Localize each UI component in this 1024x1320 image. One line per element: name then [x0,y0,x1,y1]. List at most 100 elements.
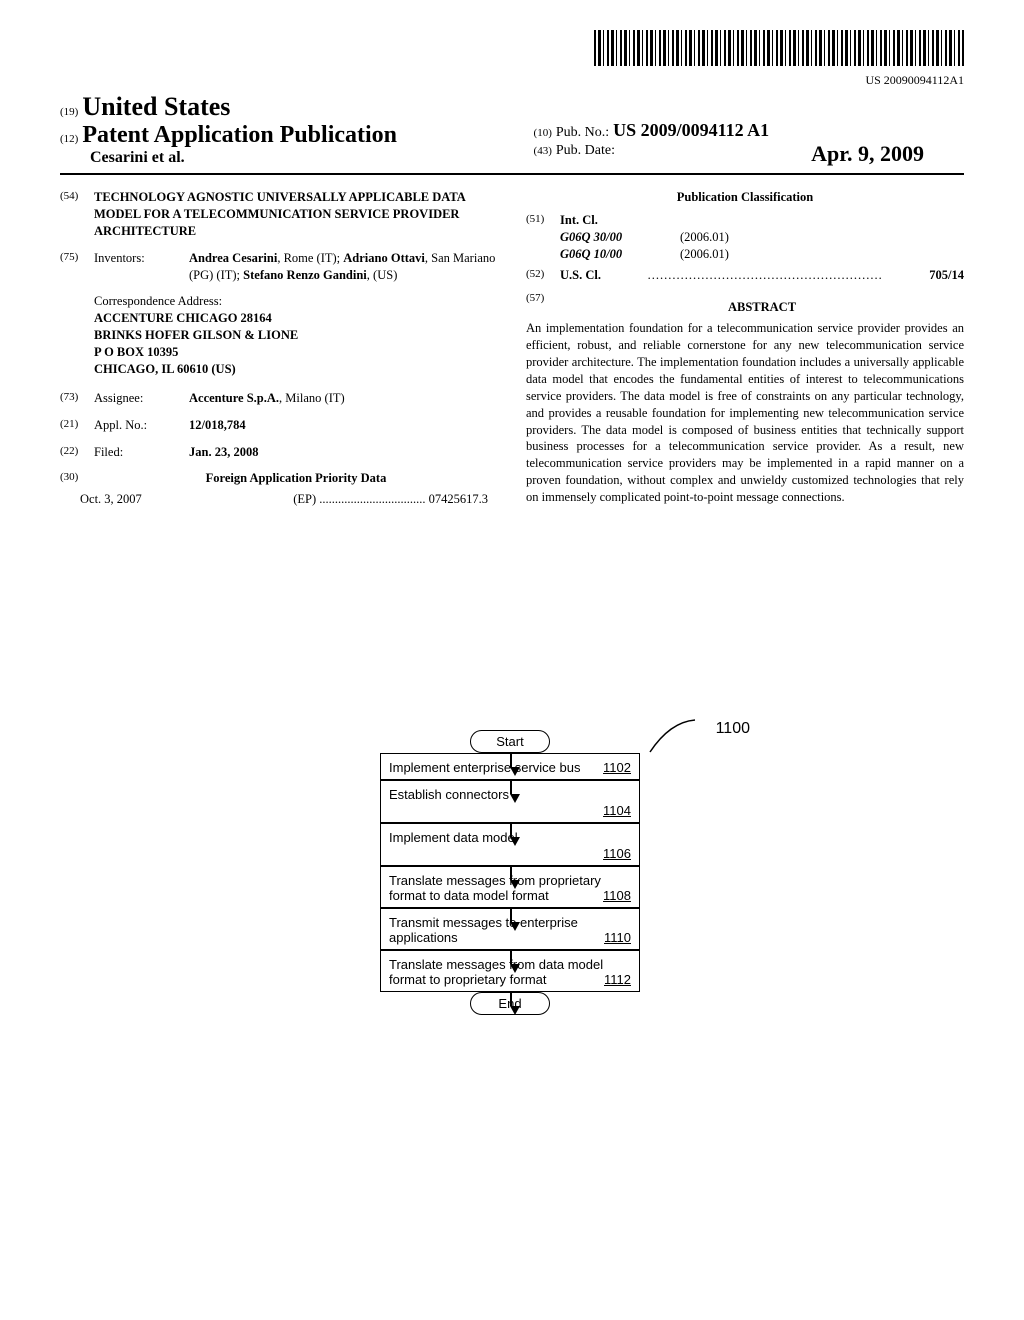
pubno-num: (10) [534,127,552,139]
corr-label: Correspondence Address: [94,293,498,310]
correspondence: Correspondence Address: ACCENTURE CHICAG… [94,293,498,377]
pubdate-label: Pub. Date: [556,143,615,158]
priority-row: Oct. 3, 2007 (EP) ......................… [60,491,498,508]
process-text: Establish connectors [389,787,509,802]
app-label: Appl. No.: [94,417,189,434]
pubdate-num: (43) [534,145,552,157]
process-box: Transmit messages to enterprise applicat… [380,908,640,950]
process-box: Establish connectors 1104 [380,780,640,823]
process-text: Translate messages from data model forma… [389,957,603,987]
patent-page: US 20090094112A1 (19) United States (12)… [0,0,1024,1320]
process-ref: 1112 [604,972,631,987]
pubdate: Apr. 9, 2009 [811,141,924,167]
flowchart: 1100 Start Implement enterprise service … [310,730,710,1015]
intcl2-year: (2006.01) [680,246,729,263]
authors-line: Cesarini et al. [60,149,534,167]
pubclass-title: Publication Classification [526,189,964,206]
intcl1-year: (2006.01) [680,229,729,246]
barcode-block: US 20090094112A1 [60,30,964,88]
prio-num: (30) [60,470,94,487]
country-num: (19) [60,106,78,118]
type-num: (12) [60,133,78,145]
invention-title: TECHNOLOGY AGNOSTIC UNIVERSALLY APPLICAB… [94,189,498,240]
uscl-entry: (52) U.S. Cl. ..........................… [526,267,964,284]
uscl-dots: ........................................… [601,267,929,284]
inv-val: Andrea Cesarini, Rome (IT); Adriano Otta… [189,250,498,284]
intcl-label: Int. Cl. [560,212,964,229]
country: United States [82,92,230,121]
app-val: 12/018,784 [189,417,498,434]
abs-num: (57) [526,291,560,320]
prio-ctry: (EP) .................................. … [293,491,488,508]
prio-app: 07425617.3 [429,492,488,506]
pubno-label: Pub. No.: [556,125,609,140]
pubdate-line: (43) Pub. Date: Apr. 9, 2009 [534,141,964,159]
intcl2: G06Q 10/00 [560,246,680,263]
pubno: US 2009/0094112 A1 [613,120,769,140]
barcode-text: US 20090094112A1 [60,73,964,88]
intcl-row2: G06Q 10/00 (2006.01) [560,246,964,263]
filed-entry: (22) Filed: Jan. 23, 2008 [60,444,498,461]
process-ref: 1104 [603,803,631,818]
applno-entry: (21) Appl. No.: 12/018,784 [60,417,498,434]
corr-line4: CHICAGO, IL 60610 (US) [94,361,498,378]
process-ref: 1102 [603,760,631,775]
prio-title: Foreign Application Priority Data [94,470,498,487]
inv-label: Inventors: [94,250,189,284]
uscl-label: U.S. Cl. [560,267,601,284]
corr-line1: ACCENTURE CHICAGO 28164 [94,310,498,327]
ass-num: (73) [60,390,94,407]
process-ref: 1110 [604,930,631,945]
intcl1: G06Q 30/00 [560,229,680,246]
abs-title: ABSTRACT [560,299,964,316]
intcl-row1: G06Q 30/00 (2006.01) [560,229,964,246]
app-num: (21) [60,417,94,434]
start-terminal: Start [470,730,550,753]
corr-line3: P O BOX 10395 [94,344,498,361]
pubno-line: (10) Pub. No.: US 2009/0094112 A1 [534,120,964,141]
intcl-body: Int. Cl. G06Q 30/00 (2006.01) G06Q 10/00… [560,212,964,263]
uscl-body: U.S. Cl. ...............................… [560,267,964,284]
left-column: (54) TECHNOLOGY AGNOSTIC UNIVERSALLY APP… [60,189,498,508]
ass-label: Assignee: [94,390,189,407]
inv-num: (75) [60,250,94,284]
ass-val: Accenture S.p.A., Milano (IT) [189,390,498,407]
process-text: Implement enterprise service bus [389,760,580,775]
filed-label: Filed: [94,444,189,461]
barcode-lines [594,30,964,66]
process-text: Translate messages from proprietary form… [389,873,601,903]
process-box: Implement data model 1106 [380,823,640,866]
corr-line2: BRINKS HOFER GILSON & LIONE [94,327,498,344]
header-left: (19) United States (12) Patent Applicati… [60,92,534,167]
abstract-text: An implementation foundation for a telec… [526,320,964,506]
intcl-entry: (51) Int. Cl. G06Q 30/00 (2006.01) G06Q … [526,212,964,263]
title-num: (54) [60,189,94,240]
header-right: (10) Pub. No.: US 2009/0094112 A1 (43) P… [534,120,964,167]
prio-date: Oct. 3, 2007 [80,491,142,508]
filed-num: (22) [60,444,94,461]
divider [60,173,964,175]
ref-curve [640,712,720,762]
filed-val: Jan. 23, 2008 [189,444,498,461]
right-column: Publication Classification (51) Int. Cl.… [526,189,964,508]
process-ref: 1106 [603,846,631,861]
intcl-num: (51) [526,212,560,263]
process-ref: 1108 [603,888,631,903]
type-line: (12) Patent Application Publication [60,122,534,149]
process-text: Implement data model [389,830,518,845]
biblio-columns: (54) TECHNOLOGY AGNOSTIC UNIVERSALLY APP… [60,189,964,508]
priority-header: (30) Foreign Application Priority Data [60,470,498,487]
process-box: Translate messages from proprietary form… [380,866,640,908]
uscl-num: (52) [526,267,560,284]
process-text: Transmit messages to enterprise applicat… [389,915,578,945]
process-box: Implement enterprise service bus 1102 [380,753,640,780]
flowchart-ref: 1100 [716,720,750,738]
country-line: (19) United States [60,92,534,122]
pub-type: Patent Application Publication [82,122,397,148]
title-entry: (54) TECHNOLOGY AGNOSTIC UNIVERSALLY APP… [60,189,498,240]
header: (19) United States (12) Patent Applicati… [60,92,964,167]
assignee-entry: (73) Assignee: Accenture S.p.A., Milano … [60,390,498,407]
uscl-val: 705/14 [929,267,964,284]
abstract-header: (57) ABSTRACT [526,291,964,320]
process-box: Translate messages from data model forma… [380,950,640,992]
